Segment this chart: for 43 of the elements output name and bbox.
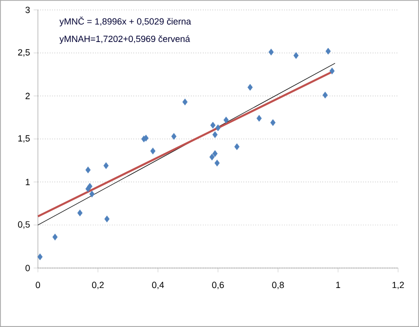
point [210, 122, 216, 129]
point [214, 160, 220, 166]
point [150, 148, 156, 154]
point [322, 92, 328, 98]
point [293, 52, 299, 59]
point [326, 48, 331, 55]
point [77, 210, 83, 216]
point [182, 98, 188, 106]
point [268, 48, 274, 56]
y-tick-label: 2 [26, 92, 30, 100]
x-tick-label: 1,2 [392, 282, 404, 290]
annotation: yMNČ = 1,8996x + 0,5029 čierna [59, 16, 192, 26]
y-tick-label: 2,5 [18, 49, 30, 57]
point [329, 68, 335, 74]
point [209, 154, 215, 160]
point [234, 143, 240, 150]
x-tick-label: 0,6 [212, 282, 224, 290]
point [215, 124, 221, 132]
point [52, 234, 58, 240]
y-tick-label: 0,5 [18, 221, 30, 229]
point [171, 133, 176, 140]
y-tick-label: 0 [26, 264, 30, 272]
y-tick-label: 1,5 [18, 135, 30, 143]
point [248, 84, 253, 91]
point [224, 116, 229, 124]
point [85, 166, 91, 174]
point [256, 114, 262, 122]
x-tick-label: 1 [336, 282, 340, 288]
point [103, 162, 109, 170]
point [37, 253, 43, 260]
x-tick-label: 0,2 [92, 282, 104, 290]
point [104, 216, 110, 222]
point [212, 150, 218, 157]
point [270, 119, 276, 126]
point [212, 131, 218, 138]
point [87, 182, 92, 190]
x-tick-label: 0 [36, 282, 40, 288]
y-tick-label: 3 [26, 6, 30, 14]
annotation: yMNAH=1,7202+0,5969 červená [59, 35, 190, 44]
x-tick-label: 0,4 [152, 282, 164, 290]
y-tick-label: 1 [26, 178, 30, 186]
x-tick-label: 0,8 [272, 282, 284, 290]
point [89, 190, 95, 198]
